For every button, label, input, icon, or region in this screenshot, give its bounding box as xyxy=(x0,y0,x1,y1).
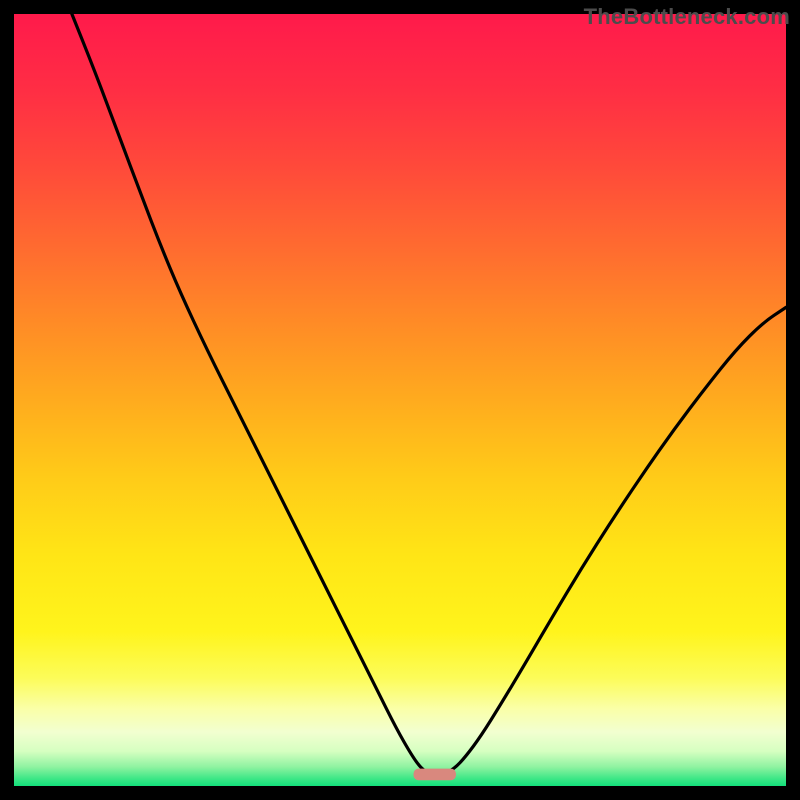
bottleneck-curve-chart xyxy=(0,0,800,800)
chart-container: TheBottleneck.com xyxy=(0,0,800,800)
plot-background xyxy=(14,14,786,786)
watermark-text: TheBottleneck.com xyxy=(584,4,790,30)
optimal-point-marker xyxy=(414,769,456,781)
